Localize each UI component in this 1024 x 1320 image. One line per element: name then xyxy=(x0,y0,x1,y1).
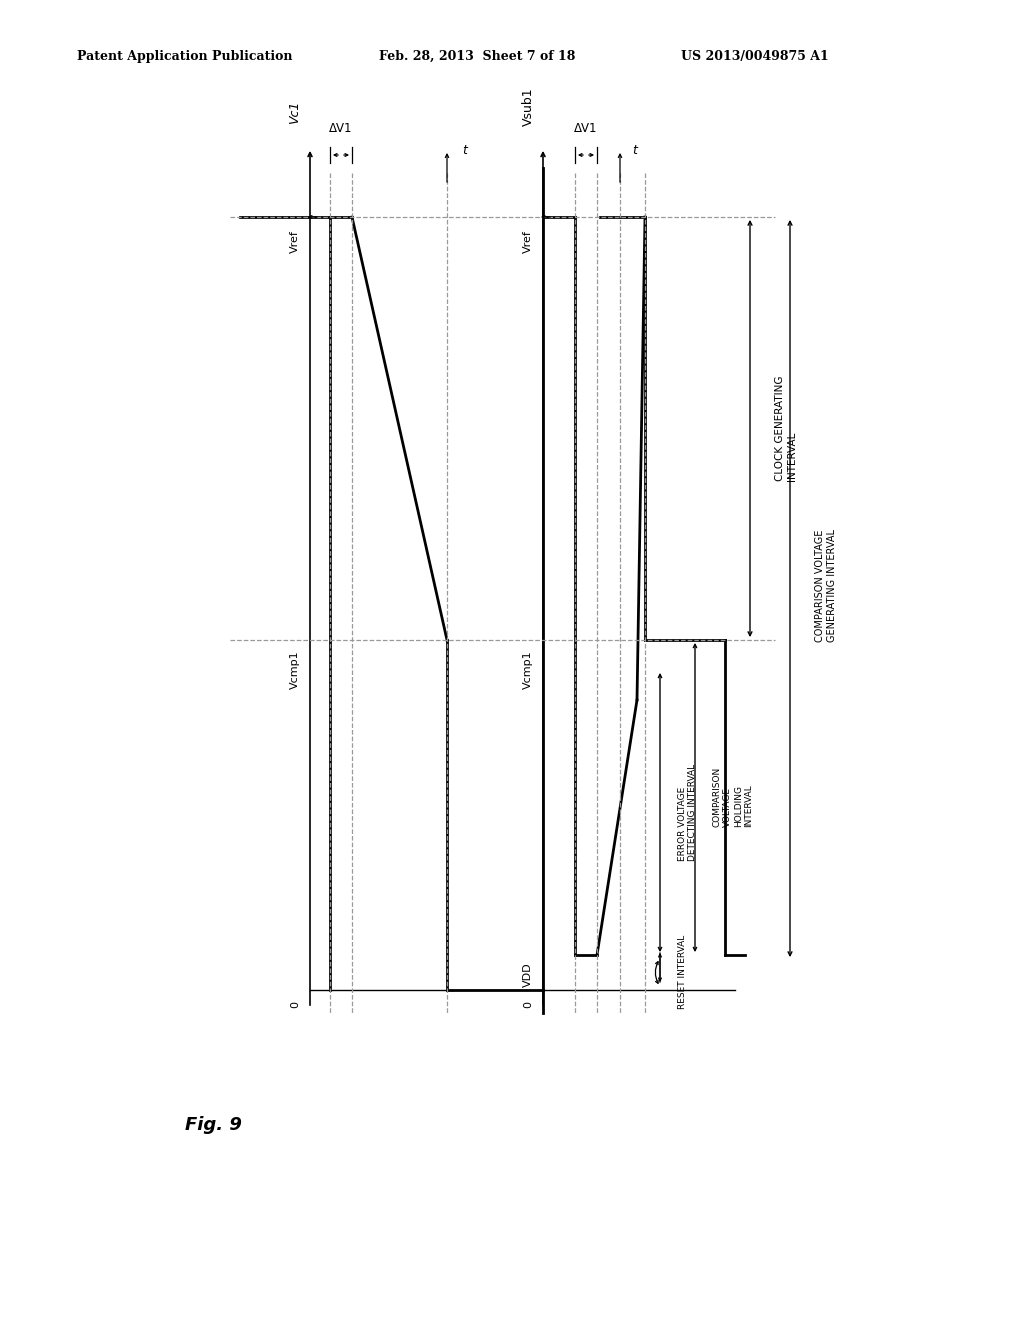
Text: t: t xyxy=(463,144,467,157)
Text: COMPARISON VOLTAGE
GENERATING INTERVAL: COMPARISON VOLTAGE GENERATING INTERVAL xyxy=(815,529,837,643)
Text: Vsub1: Vsub1 xyxy=(521,87,535,127)
Text: Vref: Vref xyxy=(290,231,300,253)
Text: Vcmp1: Vcmp1 xyxy=(523,651,534,689)
Text: RESET INTERVAL: RESET INTERVAL xyxy=(678,935,687,1008)
Text: Vref: Vref xyxy=(523,231,534,253)
Text: CLOCK GENERATING
INTERVAL: CLOCK GENERATING INTERVAL xyxy=(775,375,797,480)
Text: Feb. 28, 2013  Sheet 7 of 18: Feb. 28, 2013 Sheet 7 of 18 xyxy=(379,50,575,63)
Text: ΔV1: ΔV1 xyxy=(330,121,352,135)
Text: Fig. 9: Fig. 9 xyxy=(185,1115,242,1134)
Text: t: t xyxy=(633,144,637,157)
Text: US 2013/0049875 A1: US 2013/0049875 A1 xyxy=(681,50,828,63)
Text: 0: 0 xyxy=(290,1002,300,1008)
Text: ΔV1: ΔV1 xyxy=(574,121,598,135)
Text: Vcmp1: Vcmp1 xyxy=(290,651,300,689)
Text: 0: 0 xyxy=(523,1002,534,1008)
Text: Vc1: Vc1 xyxy=(289,100,301,124)
Text: VDD: VDD xyxy=(523,962,534,987)
Text: ERROR VOLTAGE
DETECTING INTERVAL: ERROR VOLTAGE DETECTING INTERVAL xyxy=(678,763,697,861)
Text: Patent Application Publication: Patent Application Publication xyxy=(77,50,292,63)
Text: COMPARISON
VOLTAGE
HOLDING
INTERVAL: COMPARISON VOLTAGE HOLDING INTERVAL xyxy=(713,767,754,828)
